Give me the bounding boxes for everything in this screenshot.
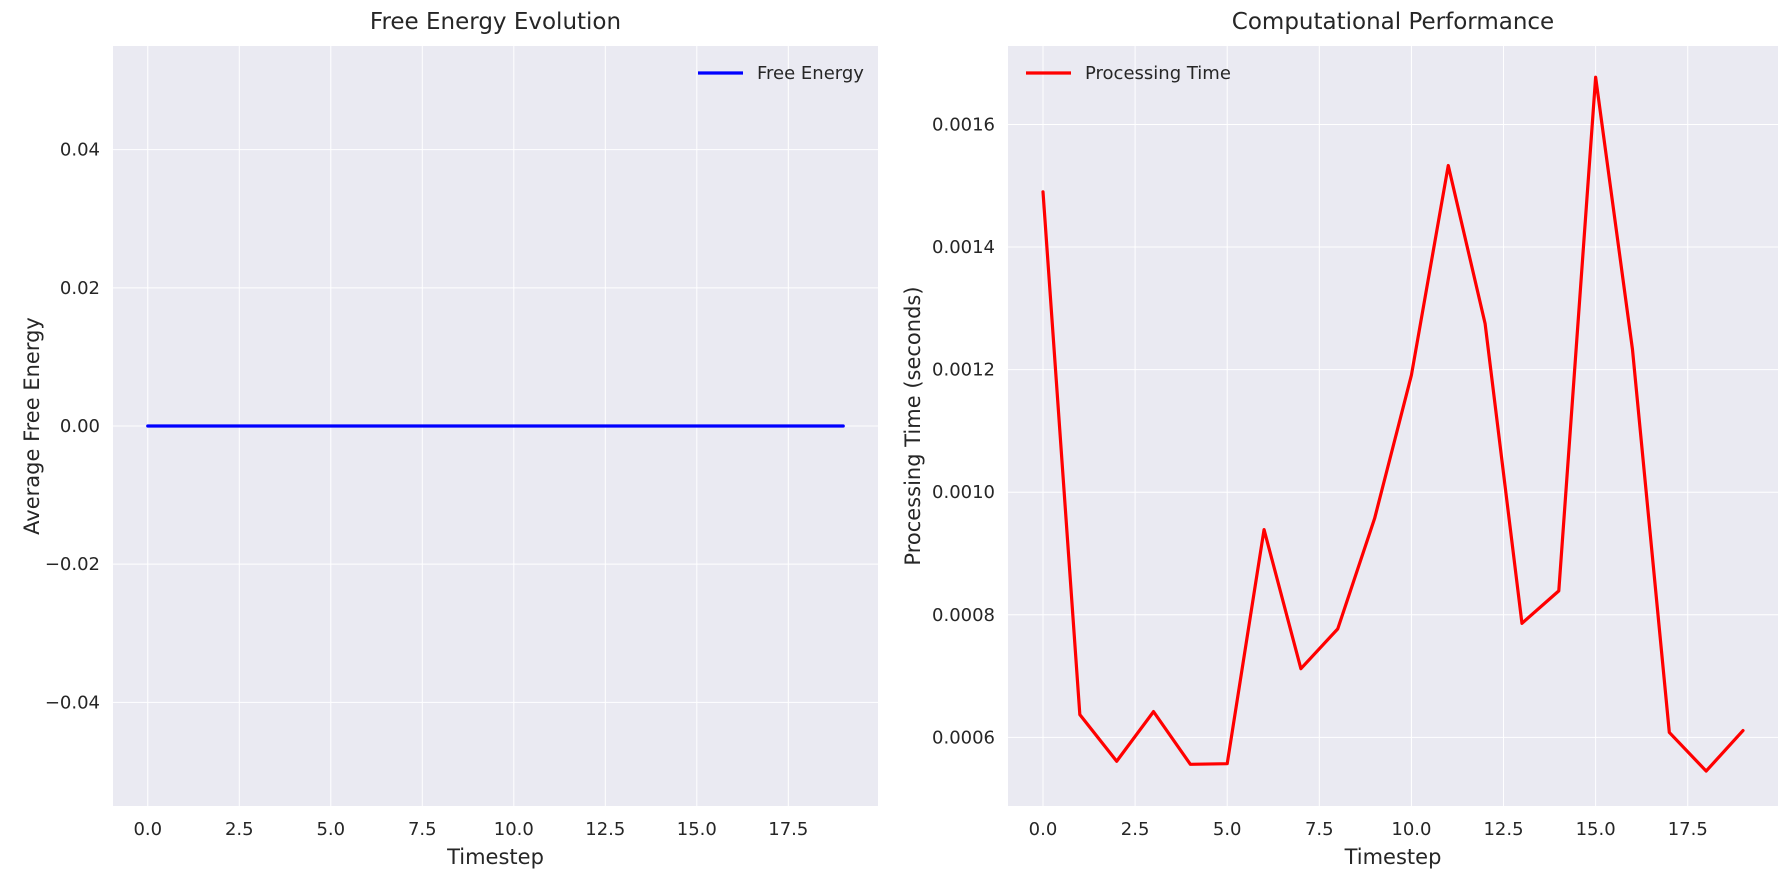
plot-area (1008, 46, 1778, 806)
x-axis-label: Timestep (446, 845, 544, 869)
chart-2: 0.0 2.5 5.0 7.5 10.0 12.5 15.0 17.5 0.0006 0.0008… (901, 9, 1778, 869)
x-tick-label: 17.5 (768, 819, 808, 840)
x-tick-label: 10.0 (494, 819, 534, 840)
y-tick-label: 0.0008 (932, 605, 995, 626)
x-tick-label: 0.0 (133, 819, 162, 840)
chart-title: Free Energy Evolution (370, 9, 621, 35)
y-tick-label: 0.0012 (932, 360, 995, 381)
chart-title: Computational Performance (1232, 9, 1554, 35)
y-tick-label: 0.04 (60, 140, 100, 161)
x-tick-label: 12.5 (1483, 819, 1523, 840)
y-tick-label: 0.0010 (932, 482, 995, 503)
y-tick-label: 0.00 (60, 416, 100, 437)
x-tick-label: 15.0 (1576, 819, 1616, 840)
y-tick-label: 0.0014 (932, 237, 995, 258)
y-axis-label: Processing Time (seconds) (901, 286, 925, 565)
x-tick-label: 15.0 (677, 819, 717, 840)
x-tick-label: 0.0 (1029, 819, 1058, 840)
y-tick-label: 0.0006 (932, 727, 995, 748)
legend-label: Free Energy (757, 63, 864, 84)
x-tick-label: 2.5 (1121, 819, 1150, 840)
x-tick-label: 2.5 (225, 819, 254, 840)
x-axis-label: Timestep (1344, 845, 1442, 869)
chart-1: 0.0 2.5 5.0 7.5 10.0 12.5 15.0 17.5 −0.04 −0.02 0.… (20, 9, 878, 869)
y-axis-label: Average Free Energy (20, 317, 44, 535)
y-tick-label: 0.0016 (932, 114, 995, 135)
x-tick-label: 10.0 (1391, 819, 1431, 840)
y-tick-label: −0.04 (45, 692, 100, 713)
y-tick-label: 0.02 (60, 278, 100, 299)
x-tick-label: 12.5 (585, 819, 625, 840)
x-tick-label: 7.5 (408, 819, 437, 840)
x-tick-label: 7.5 (1305, 819, 1334, 840)
x-tick-label: 17.5 (1668, 819, 1708, 840)
x-tick-label: 5.0 (316, 819, 345, 840)
x-tick-label: 5.0 (1213, 819, 1242, 840)
legend-label: Processing Time (1085, 63, 1231, 84)
series-line-1 (1041, 75, 1745, 773)
y-tick-label: −0.02 (45, 554, 100, 575)
